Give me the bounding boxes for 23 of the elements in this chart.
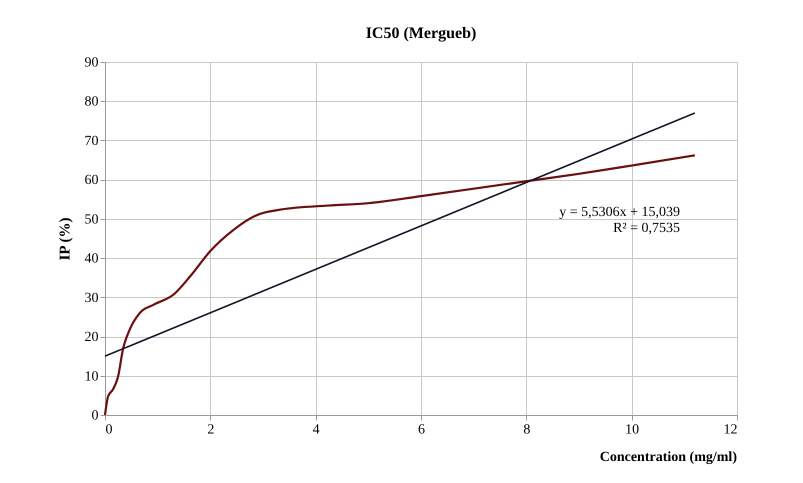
y-axis-title: IP (%) (58, 218, 74, 260)
y-tick-label: 40 (84, 252, 98, 267)
y-tick-label: 0 (92, 408, 98, 424)
x-axis-title: Concentration (mg/ml) (600, 450, 738, 465)
y-tick-label: 60 (84, 173, 98, 188)
y-tick-label: 20 (84, 330, 98, 346)
x-tick-label: 0 (106, 422, 112, 438)
x-tick-label: 2 (207, 422, 214, 438)
y-tick-label: 90 (84, 56, 98, 70)
y-tick-label: 80 (84, 94, 98, 110)
x-tick-label: 4 (312, 422, 320, 438)
y-tick-label: 50 (84, 212, 98, 228)
annotation: y = 5,5306x + 15,039 (559, 205, 680, 220)
y-tick-label: 30 (84, 290, 98, 306)
x-tick-label: 8 (523, 422, 530, 438)
chart-title: IC50 (Mergueb) (366, 25, 476, 42)
annotation: R² = 0,7535 (613, 221, 680, 236)
x-tick-label: 12 (724, 422, 738, 438)
x-tick-label: 10 (625, 422, 640, 438)
x-tick-label: 6 (418, 422, 425, 438)
y-tick-label: 70 (84, 134, 98, 149)
y-tick-label: 10 (84, 369, 98, 384)
line-series (104, 154, 696, 416)
